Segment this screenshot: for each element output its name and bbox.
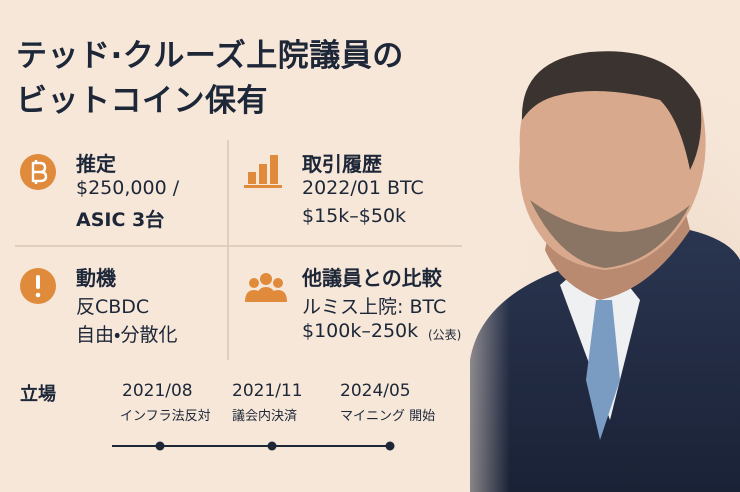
title-line: テッド·クルーズ上院議員の xyxy=(16,38,404,74)
timeline-date: 2021/11 xyxy=(232,381,303,401)
timeline-label: 立場 xyxy=(20,384,56,405)
hair xyxy=(521,51,702,170)
card-heading: 推定 xyxy=(76,152,116,176)
card-line: 反CBDC xyxy=(76,296,150,318)
card-line: $250,000 / xyxy=(76,177,180,199)
card-note: (公表) xyxy=(428,328,462,342)
card-line: 2022/01 BTC xyxy=(302,177,424,199)
timeline-text: 議会内決済 xyxy=(232,409,298,424)
beard xyxy=(530,200,690,268)
people-icon xyxy=(245,273,287,302)
card-line: $15k–$50k xyxy=(302,205,407,227)
card-line: $100k–250k xyxy=(302,320,419,342)
card-heading: 他議員との比較 xyxy=(302,266,442,290)
card-line: ルミス上院: BTC xyxy=(302,296,447,318)
timeline-dot xyxy=(155,441,165,451)
timeline-date: 2024/05 xyxy=(340,381,411,401)
timeline-text: マイニング 開始 xyxy=(340,409,436,424)
timeline-text: インフラ法反対 xyxy=(120,409,211,424)
face xyxy=(519,56,706,271)
tie xyxy=(586,300,620,440)
card-heading: 取引履歴 xyxy=(302,152,382,176)
bar-chart-icon xyxy=(244,155,282,188)
alert-icon xyxy=(20,268,56,304)
bitcoin-icon xyxy=(20,154,56,190)
card-heading: 動機 xyxy=(76,266,116,290)
timeline-dot xyxy=(267,441,277,451)
timeline-date: 2021/08 xyxy=(122,381,193,401)
card-line: 自由・分散化 xyxy=(76,324,178,346)
timeline-dot xyxy=(385,441,395,451)
card-line: ASIC 3台 xyxy=(76,209,165,231)
title-line: ビットコイン保有 xyxy=(16,83,268,119)
